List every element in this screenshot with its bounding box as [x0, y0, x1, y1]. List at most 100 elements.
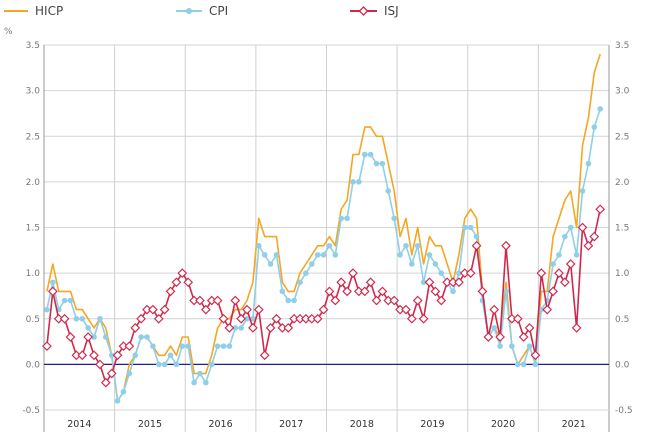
- legend-item-hicp[interactable]: HICP: [4, 4, 63, 18]
- data-point-isj: [42, 341, 52, 351]
- data-point-isj: [106, 368, 117, 379]
- data-point-isj: [465, 268, 476, 278]
- data-point-cpi: [373, 160, 380, 167]
- data-point-cpi: [285, 297, 292, 304]
- data-point-cpi: [391, 215, 397, 222]
- data-point-isj: [418, 313, 429, 324]
- data-point-cpi: [161, 361, 168, 368]
- data-point-isj: [365, 277, 376, 288]
- data-point-cpi: [314, 252, 321, 258]
- data-point-cpi: [497, 343, 503, 349]
- data-point-cpi: [256, 242, 262, 249]
- data-point-isj: [171, 277, 182, 288]
- data-point-isj: [536, 268, 547, 278]
- y-tick-label-left: 1.0: [26, 269, 41, 279]
- data-point-isj: [371, 295, 382, 306]
- data-point-cpi: [532, 361, 539, 368]
- y-tick-label-left: 2.0: [26, 178, 41, 188]
- data-point-isj: [195, 295, 205, 306]
- axes: -0.5 -0.5 0.0 0.0 0.5 0.5 1.0 1.0 1.5 1.5 2.0 2.0 2.…: [22, 41, 632, 430]
- data-point-cpi: [473, 233, 480, 240]
- x-tick-label: 2020: [491, 419, 515, 430]
- data-point-cpi: [297, 279, 303, 286]
- data-point-cpi: [91, 334, 97, 340]
- y-tick-label-right: -0.5: [615, 406, 633, 416]
- data-point-isj: [548, 286, 558, 297]
- data-point-isj: [159, 304, 170, 315]
- data-point-isj: [148, 304, 158, 315]
- legend-item-cpi[interactable]: CPI: [176, 4, 228, 18]
- data-point-isj: [183, 277, 194, 288]
- data-point-cpi: [509, 343, 515, 349]
- data-point-isj: [483, 332, 494, 342]
- y-tick-label-left: -0.5: [22, 406, 40, 416]
- data-point-cpi: [585, 160, 592, 167]
- data-point-isj: [489, 304, 500, 315]
- data-point-isj: [224, 323, 235, 333]
- data-point-isj: [501, 240, 511, 251]
- y-tick-label-right: 0.0: [615, 360, 630, 370]
- x-tick-label: 2018: [350, 419, 374, 430]
- data-point-cpi: [291, 297, 297, 304]
- data-point-cpi: [361, 151, 368, 158]
- data-point-isj: [112, 350, 123, 361]
- y-tick-label-right: 0.5: [615, 315, 629, 325]
- data-point-cpi: [503, 288, 509, 295]
- data-point-isj: [454, 277, 464, 288]
- data-point-cpi: [108, 352, 115, 359]
- y-tick-label-right: 3.0: [615, 87, 630, 97]
- data-point-isj: [283, 323, 294, 333]
- data-point-isj: [253, 304, 264, 315]
- data-point-cpi: [379, 160, 386, 167]
- data-point-isj: [406, 313, 417, 324]
- y-tick-label-left: 3.0: [26, 87, 41, 97]
- data-point-cpi: [303, 270, 309, 276]
- data-point-cpi: [414, 242, 421, 249]
- data-point-isj: [336, 277, 347, 288]
- y-tick-label-right: 2.5: [615, 132, 629, 142]
- data-point-isj: [177, 268, 188, 278]
- y-axis-unit-label: %: [4, 27, 13, 37]
- data-point-cpi: [220, 343, 227, 349]
- data-point-cpi: [138, 334, 144, 340]
- data-point-cpi: [467, 224, 474, 231]
- data-point-isj: [83, 332, 93, 342]
- data-point-cpi: [250, 315, 256, 322]
- data-point-cpi: [114, 398, 121, 404]
- data-point-cpi: [173, 361, 180, 368]
- y-tick-label-right: 1.0: [615, 269, 630, 279]
- data-point-cpi: [50, 279, 56, 286]
- series-layer: [42, 53, 606, 404]
- data-point-cpi: [191, 379, 197, 386]
- data-point-isj: [312, 313, 323, 324]
- data-point-cpi: [44, 306, 50, 313]
- data-point-isj: [589, 231, 600, 242]
- data-point-cpi: [197, 370, 203, 377]
- data-point-isj: [100, 377, 111, 388]
- data-point-cpi: [79, 315, 86, 322]
- y-tick-label-left: 0.0: [26, 360, 41, 370]
- x-tick-label: 2014: [67, 419, 91, 430]
- x-tick-label: 2021: [562, 419, 586, 430]
- data-point-cpi: [462, 224, 468, 231]
- data-point-isj: [318, 304, 329, 315]
- data-point-cpi: [238, 325, 244, 331]
- data-point-isj: [242, 304, 252, 315]
- data-point-cpi: [538, 306, 545, 313]
- data-point-cpi: [244, 315, 250, 322]
- data-point-cpi: [208, 361, 215, 368]
- y-tick-label-left: 2.5: [26, 132, 40, 142]
- data-point-isj: [424, 277, 435, 288]
- data-point-isj: [201, 304, 211, 315]
- data-point-cpi: [385, 188, 392, 194]
- data-point-cpi: [73, 315, 80, 322]
- data-point-cpi: [126, 370, 133, 377]
- legend-item-isj[interactable]: ISJ: [350, 4, 399, 18]
- data-point-cpi: [226, 343, 233, 349]
- data-point-isj: [565, 259, 576, 269]
- data-point-cpi: [308, 261, 315, 267]
- data-point-isj: [259, 350, 270, 361]
- data-point-isj: [218, 313, 229, 324]
- data-point-cpi: [432, 261, 439, 267]
